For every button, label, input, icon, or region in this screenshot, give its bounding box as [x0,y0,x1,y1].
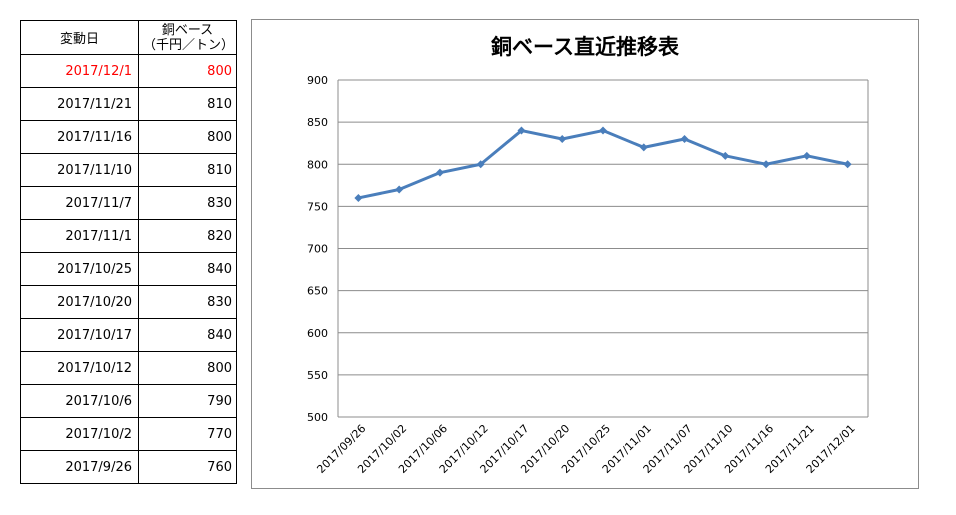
chart-title: 銅ベース直近推移表 [491,35,680,59]
cell-date: 2017/10/25 [20,252,139,286]
data-point [762,160,771,169]
cell-value: 830 [138,186,237,220]
header-value-line1: 銅ベース [161,22,214,38]
data-point [639,143,648,152]
cell-value: 800 [138,120,237,154]
data-point [517,126,526,135]
cell-date: 2017/10/2 [20,417,139,451]
cell-value: 810 [138,87,237,121]
cell-date: 2017/11/16 [20,120,139,154]
gridlines [337,79,869,418]
data-point [599,126,607,135]
table-row: 2017/10/6 790 [20,384,237,418]
table-body: 2017/12/1 800 2017/11/21 810 2017/11/16 800 20… [20,54,237,484]
cell-value: 800 [138,351,237,385]
y-axis-ticks: 500 550 600 650 700 750 800 850 900 [307,74,328,424]
y-tick-label: 700 [307,243,328,256]
cell-value: 800 [138,54,237,88]
data-point [435,168,444,177]
cell-value: 820 [138,219,237,253]
chart-area: 銅ベース直近推移表 500 550 600 650 700 750 800 850 900 20… [251,19,919,489]
cell-date: 2017/11/7 [20,186,139,220]
data-point [476,160,485,169]
cell-value: 840 [138,252,237,286]
table-row: 2017/10/17 840 [20,318,237,352]
cell-value: 760 [138,450,237,484]
cell-date: 2017/11/10 [20,153,139,187]
cell-date: 2017/11/21 [20,87,139,121]
cell-date: 2017/10/12 [20,351,139,385]
data-point [354,193,363,202]
y-tick-label: 850 [307,116,328,129]
line-chart: 銅ベース直近推移表 500 550 600 650 700 750 800 850 900 20… [307,35,869,476]
data-point [680,134,689,143]
cell-value: 810 [138,153,237,187]
data-point [395,185,404,194]
cell-date: 2017/11/1 [20,219,139,253]
header-value: 銅ベース （千円／トン） [138,20,237,55]
y-tick-label: 800 [307,158,328,171]
y-tick-label: 550 [307,369,328,382]
table-row: 2017/10/12 800 [20,351,237,385]
cell-date: 2017/12/1 [20,54,139,88]
cell-date: 2017/10/6 [20,384,139,418]
y-tick-label: 750 [307,200,328,213]
header-value-line2: （千円／トン） [143,37,235,53]
table-row: 2017/11/16 800 [20,120,237,154]
y-tick-label: 500 [307,411,328,424]
data-point [802,151,811,160]
table-row: 2017/11/21 810 [20,87,237,121]
cell-date: 2017/10/17 [20,318,139,352]
data-point [843,160,852,169]
header-date: 変動日 [20,20,139,55]
y-tick-label: 900 [307,74,328,87]
table-row: 2017/11/7 830 [20,186,237,220]
cell-date: 2017/10/20 [20,285,139,319]
y-tick-label: 650 [307,285,328,298]
data-point [721,151,730,160]
copper-price-table: 変動日 銅ベース （千円／トン） 2017/12/1 800 2017/11/21 8… [20,20,237,484]
table-row: 2017/11/10 810 [20,153,237,187]
y-tick-label: 600 [307,327,328,340]
cell-date: 2017/9/26 [20,450,139,484]
table-row: 2017/12/1 800 [20,54,237,88]
cell-value: 830 [138,285,237,319]
data-point [558,134,567,143]
table-row: 2017/11/1 820 [20,219,237,253]
table-row: 2017/9/26 760 [20,450,237,484]
x-axis-ticks: 2017/09/262017/10/022017/10/062017/10/12… [314,422,857,476]
table-row: 2017/10/20 830 [20,285,237,319]
table-row: 2017/10/25 840 [20,252,237,286]
table-header-row: 変動日 銅ベース （千円／トン） [20,20,237,55]
cell-value: 840 [138,318,237,352]
table-row: 2017/10/2 770 [20,417,237,451]
cell-value: 790 [138,384,237,418]
series-group [354,126,852,202]
cell-value: 770 [138,417,237,451]
